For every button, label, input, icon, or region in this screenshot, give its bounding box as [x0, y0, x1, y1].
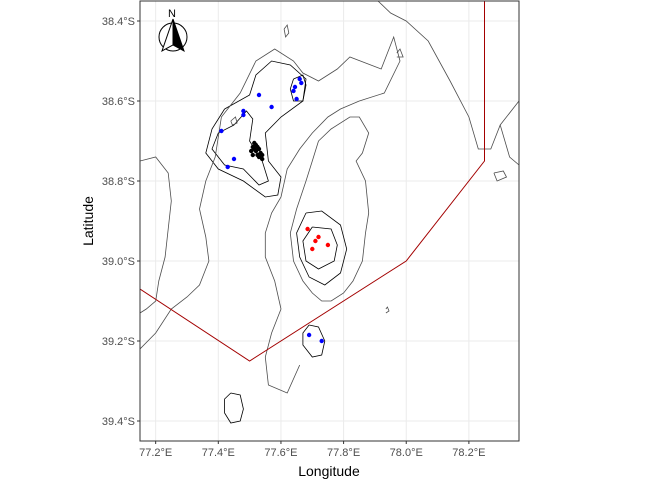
- data-point-series-0: [241, 113, 245, 117]
- x-tick-label: 77.4°E: [202, 447, 235, 459]
- data-point-series-2: [254, 149, 258, 153]
- data-point-series-2: [249, 149, 253, 153]
- y-tick-label: 38.8°S: [102, 176, 135, 188]
- y-tick-label: 39.0°S: [102, 256, 135, 268]
- data-point-series-0: [257, 93, 261, 97]
- data-point-series-1: [305, 227, 309, 231]
- y-axis-title: Latitude: [80, 196, 96, 246]
- y-tick-label: 38.4°S: [102, 16, 135, 28]
- data-point-series-0: [269, 105, 273, 109]
- y-tick-label: 39.4°S: [102, 416, 135, 428]
- x-tick-label: 77.2°E: [139, 447, 172, 459]
- x-tick-label: 78.0°E: [390, 447, 423, 459]
- data-point-series-0: [320, 339, 324, 343]
- data-point-series-0: [232, 157, 236, 161]
- data-point-series-0: [226, 165, 230, 169]
- data-point-series-0: [294, 97, 298, 101]
- data-point-series-0: [293, 85, 297, 89]
- y-tick-label: 38.6°S: [102, 96, 135, 108]
- data-point-series-0: [241, 109, 245, 113]
- data-point-series-0: [298, 77, 302, 81]
- data-point-series-2: [251, 153, 255, 157]
- data-point-series-0: [219, 129, 223, 133]
- data-point-series-1: [313, 239, 317, 243]
- x-tick-label: 78.2°E: [452, 447, 485, 459]
- x-axis-title: Longitude: [298, 463, 360, 479]
- data-point-series-1: [326, 243, 330, 247]
- data-point-series-2: [260, 157, 264, 161]
- data-point-series-0: [291, 89, 295, 93]
- data-point-series-0: [299, 81, 303, 85]
- panel-background: [140, 1, 519, 441]
- x-tick-label: 77.8°E: [327, 447, 360, 459]
- data-point-series-0: [307, 333, 311, 337]
- data-point-series-1: [310, 247, 314, 251]
- x-tick-label: 77.6°E: [264, 447, 297, 459]
- data-point-series-1: [316, 235, 320, 239]
- y-tick-label: 39.2°S: [102, 336, 135, 348]
- north-arrow-label: N: [168, 8, 176, 20]
